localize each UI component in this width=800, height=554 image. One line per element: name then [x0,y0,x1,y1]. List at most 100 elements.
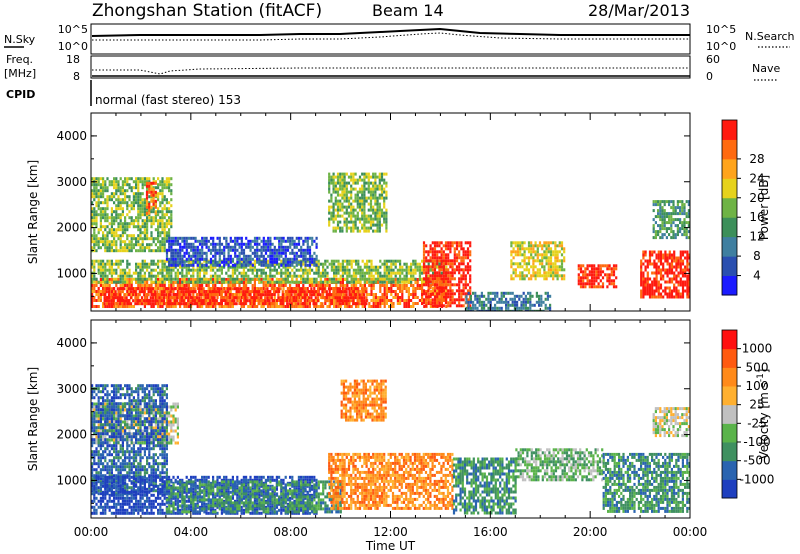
power-cell [253,239,257,243]
power-cell [126,262,129,266]
power-cell [451,292,454,296]
power-cell [104,186,107,190]
power-cell [161,240,164,244]
power-cell [238,254,241,258]
power-cell [410,277,413,281]
power-cell [343,181,346,185]
power-cell [194,268,197,272]
power-cell [149,287,152,291]
power-cell [286,274,289,278]
power-cell [440,298,443,302]
power-cell [258,274,261,278]
power-cell [124,305,127,308]
power-cell [91,210,94,214]
power-cell [250,296,254,300]
power-cell [163,213,166,217]
power-cell [279,302,282,306]
power-cell [93,216,96,220]
power-cell [157,259,160,263]
power-cell [525,247,528,251]
power-cell [361,196,364,200]
power-cell [538,309,541,311]
power-cell [104,207,107,211]
power-cell [414,268,417,272]
power-cell [376,226,379,230]
power-cell [137,280,140,284]
power-cell [251,284,254,287]
power-cell [275,302,278,305]
power-cell [150,271,153,275]
power-cell [547,244,550,248]
power-cell [440,253,443,257]
power-cell [299,287,302,291]
power-cell [289,274,292,278]
power-cell [332,172,335,176]
power-cell [466,268,470,272]
power-cell [396,284,399,287]
power-cell [130,234,133,238]
power-cell [360,296,364,300]
power-cell [512,247,515,251]
power-cell [390,287,393,290]
power-cell [547,262,550,266]
power-cell [319,302,322,305]
power-cell [158,296,161,300]
power-cell [315,254,318,258]
power-cell [356,202,359,206]
power-cell [207,287,210,290]
power-cell [156,302,159,306]
power-cell [278,239,281,243]
power-cell [95,234,98,238]
power-cell [416,262,419,266]
power-cell [249,257,252,261]
power-cell [291,277,294,281]
power-cell [137,213,140,217]
power-cell [431,280,434,284]
power-cell [416,268,419,272]
power-cell [193,302,196,306]
power-cell [238,251,241,255]
power-cell [242,260,246,264]
power-cell [438,304,441,308]
power-cell [148,187,151,191]
power-cell [182,299,185,303]
power-cell [412,296,415,299]
power-cell [194,254,197,258]
power-cell [332,175,335,179]
power-cell [113,192,116,196]
power-cell [438,277,441,281]
power-cell [552,253,555,257]
power-cell [529,309,532,311]
power-cell [462,283,465,287]
power-cell [354,302,357,306]
power-cell [170,265,173,269]
power-cell [168,242,171,246]
power-cell [126,243,129,247]
power-cell [196,245,199,249]
power-cell [226,290,229,294]
power-cell [405,287,408,290]
power-cell [181,278,184,281]
power-cell [390,259,393,263]
power-cell [483,306,486,310]
power-cell [330,199,333,203]
power-cell [121,249,124,253]
power-cell [216,236,219,240]
power-cell [200,299,203,303]
power-cell [338,296,342,300]
power-cell [211,290,214,294]
power-cell [352,293,355,297]
power-cell [427,262,430,266]
power-cell [534,277,537,281]
power-cell [374,217,377,221]
power-cell [361,202,364,206]
power-cell [161,302,164,305]
power-cell [137,195,140,199]
power-cell [363,284,366,287]
power-cell [99,216,102,220]
power-cell [174,239,177,243]
power-cell [377,268,380,272]
power-cell [378,205,381,209]
power-cell [112,287,115,291]
power-cell [440,280,443,284]
